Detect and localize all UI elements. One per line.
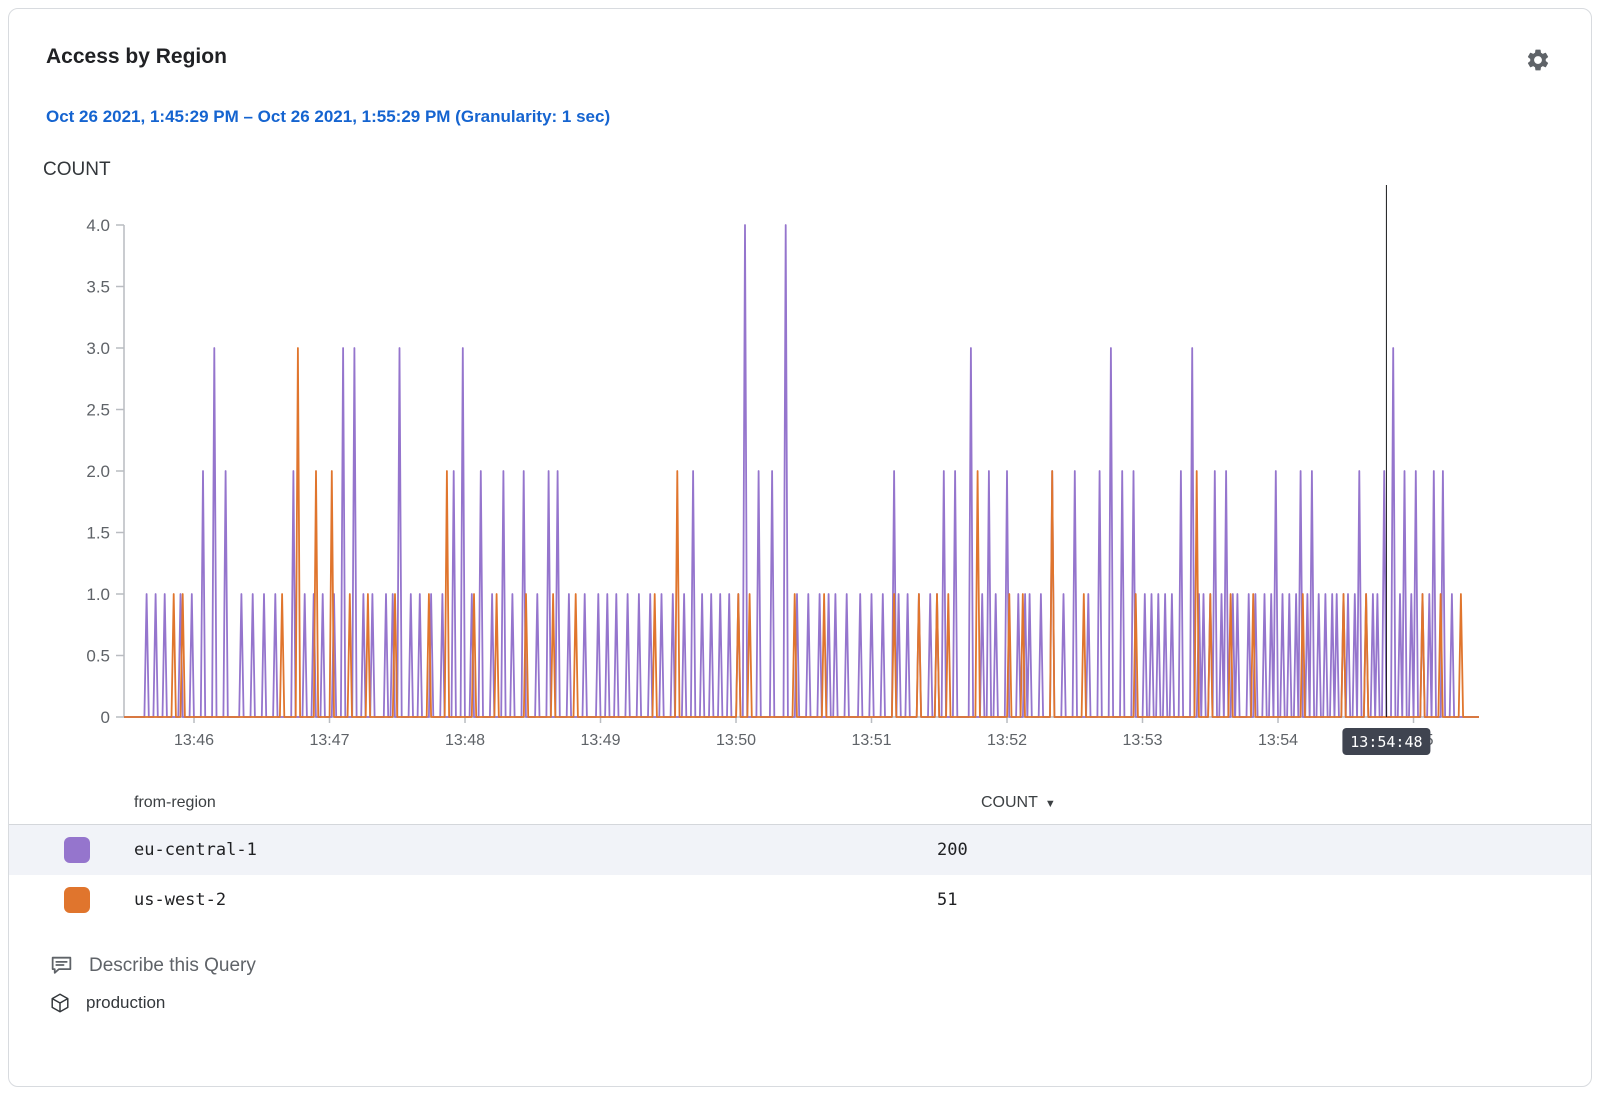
x-tick-label: 13:51 bbox=[851, 732, 891, 749]
crosshair-tooltip-label: 13:54:48 bbox=[1350, 733, 1422, 751]
legend-row-us-west-2[interactable]: us-west-2 51 bbox=[9, 875, 1591, 925]
time-range-link[interactable]: Oct 26 2021, 1:45:29 PM – Oct 26 2021, 1… bbox=[46, 107, 611, 126]
card-footer: Describe this Query production bbox=[49, 953, 1591, 1014]
region-count: 200 bbox=[937, 840, 968, 860]
crosshair-tooltip bbox=[1342, 728, 1431, 755]
legend-row-eu-central-1[interactable]: eu-central-1 200 bbox=[9, 825, 1591, 875]
card-header: Access by Region bbox=[9, 9, 1591, 75]
describe-query-label: Describe this Query bbox=[89, 954, 256, 976]
y-tick-label: 3.0 bbox=[86, 339, 110, 358]
x-tick-label: 13:50 bbox=[716, 732, 756, 749]
chat-bubble-icon bbox=[51, 956, 72, 974]
y-tick-label: 2.5 bbox=[86, 401, 110, 420]
y-tick-label: 2.0 bbox=[86, 462, 110, 481]
column-header-from-region[interactable]: from-region bbox=[134, 794, 216, 811]
environment-indicator[interactable]: production bbox=[49, 992, 1591, 1014]
x-tick-label: 13:54 bbox=[1258, 732, 1298, 749]
x-tick-label: 13:47 bbox=[309, 732, 349, 749]
legend-rows: eu-central-1 200 us-west-2 51 bbox=[9, 825, 1591, 925]
x-tick-label: 13:48 bbox=[445, 732, 485, 749]
series-color-swatch bbox=[64, 887, 90, 913]
region-name: us-west-2 bbox=[134, 890, 227, 910]
series-line-eu-central-1 bbox=[124, 224, 1479, 718]
series-color-swatch bbox=[64, 837, 90, 863]
x-tick-label: 13:49 bbox=[580, 732, 620, 749]
chart-y-axis-title: COUNT bbox=[43, 159, 111, 180]
x-tick-label: 13:52 bbox=[987, 732, 1027, 749]
cube-icon bbox=[51, 993, 69, 1013]
y-tick-label: 3.5 bbox=[86, 278, 110, 297]
region-name: eu-central-1 bbox=[134, 840, 257, 860]
gear-icon bbox=[1527, 49, 1549, 71]
environment-label: production bbox=[86, 993, 166, 1012]
y-tick-label: 4.0 bbox=[86, 216, 110, 235]
y-tick-label: 0 bbox=[101, 708, 110, 727]
timeseries-chart[interactable]: 0 0.5 1.0 1.5 2.0 2.5 3.0 3.5 4.0 13:46 13:47 13:48… bbox=[44, 185, 1484, 760]
column-header-count[interactable]: COUNT ▼ bbox=[981, 794, 1056, 812]
y-tick-label: 0.5 bbox=[86, 647, 110, 666]
series-line-us-west-2 bbox=[124, 347, 1479, 718]
query-result-card: Access by Region Oct 26 2021, 1:45:29 PM… bbox=[8, 8, 1592, 1087]
region-count: 51 bbox=[937, 890, 958, 910]
y-tick-label: 1.0 bbox=[86, 585, 110, 604]
column-header-count-label: COUNT bbox=[981, 794, 1038, 811]
describe-query-button[interactable]: Describe this Query bbox=[49, 953, 1591, 978]
sort-desc-icon: ▼ bbox=[1044, 798, 1056, 810]
x-tick-label: 13:53 bbox=[1122, 732, 1162, 749]
y-tick-label: 1.5 bbox=[86, 524, 110, 543]
page-title: Access by Region bbox=[46, 45, 227, 68]
settings-gear-icon[interactable] bbox=[1523, 45, 1553, 75]
legend-table-header: from-region COUNT ▼ bbox=[9, 782, 1591, 825]
x-tick-label: 13:46 bbox=[174, 732, 214, 749]
legend-table: from-region COUNT ▼ eu-central-1 200 us-we… bbox=[9, 782, 1591, 925]
